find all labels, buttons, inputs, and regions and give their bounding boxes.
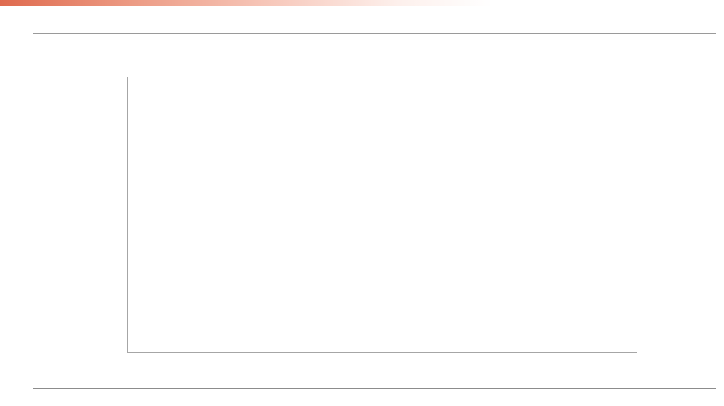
x-axis-line [127,352,637,353]
header-gradient-strip [0,0,724,6]
footer-divider [33,388,716,389]
y-axis-line [127,77,128,353]
title-divider [33,33,716,34]
